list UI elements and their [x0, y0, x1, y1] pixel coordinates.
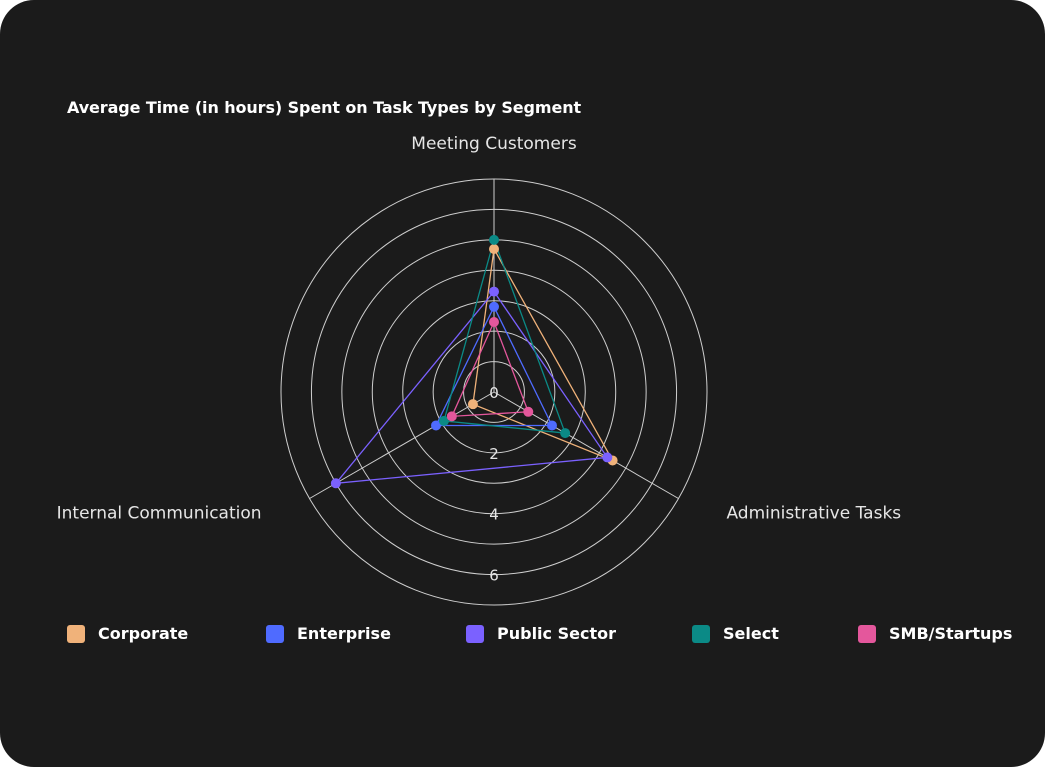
axis-line-2: [493, 391, 679, 499]
radar-labels: 0 2 4 6 Meeting Customers Administrative Task…: [57, 134, 902, 585]
series-polygon-5: [450, 320, 530, 418]
series-polygon-1: [472, 246, 615, 462]
data-point-2-1[interactable]: [489, 301, 499, 312]
data-point-3-1[interactable]: [489, 286, 499, 297]
axis-line-3: [309, 391, 495, 499]
data-point-5-3[interactable]: [446, 411, 457, 422]
data-point-4-3[interactable]: [438, 415, 449, 426]
legend-item-1[interactable]: Corporate: [67, 624, 188, 643]
legend-label: Corporate: [98, 624, 189, 643]
legend-swatch: [67, 624, 85, 643]
series-polygon-3: [334, 290, 609, 485]
legend-label: SMB/Startups: [889, 624, 1013, 643]
legend-label: Select: [723, 624, 779, 643]
radar-series: [330, 234, 618, 489]
data-point-2-2[interactable]: [546, 420, 557, 431]
tick-label-0: 0: [489, 384, 499, 402]
legend-item-2[interactable]: Enterprise: [266, 624, 391, 643]
axis-label-2: Administrative Tasks: [726, 504, 901, 524]
chart-title: Average Time (in hours) Spent on Task Ty…: [67, 98, 582, 117]
legend-label: Enterprise: [297, 624, 391, 643]
legend-item-5[interactable]: SMB/Startups: [858, 624, 1012, 643]
data-point-5-1[interactable]: [489, 317, 499, 328]
legend-item-3[interactable]: Public Sector: [466, 624, 616, 643]
axis-label-1: Meeting Customers: [411, 134, 577, 154]
radar-grid: [280, 178, 708, 606]
axis-label-3: Internal Communication: [57, 504, 262, 524]
legend-swatch: [858, 624, 876, 643]
data-point-3-3[interactable]: [330, 478, 341, 489]
data-point-1-3[interactable]: [467, 399, 478, 410]
tick-label-4: 4: [489, 506, 499, 524]
data-point-4-1[interactable]: [489, 234, 499, 245]
data-point-4-2[interactable]: [560, 428, 571, 439]
series-polygon-4: [443, 237, 567, 434]
data-point-3-2[interactable]: [602, 452, 613, 463]
tick-label-6: 6: [489, 567, 499, 585]
legend-swatch: [692, 624, 710, 643]
tick-label-2: 2: [489, 445, 499, 463]
data-point-1-1[interactable]: [489, 243, 499, 254]
data-point-2-3[interactable]: [431, 420, 442, 431]
data-point-5-2[interactable]: [523, 406, 534, 417]
legend-swatch: [266, 624, 284, 643]
legend-swatch: [466, 624, 484, 643]
legend-label: Public Sector: [497, 624, 616, 643]
legend-item-4[interactable]: Select: [692, 624, 779, 643]
